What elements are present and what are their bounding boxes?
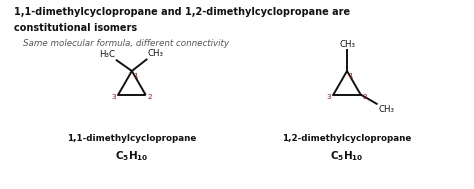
Text: 1,2-dimethylcyclopropane: 1,2-dimethylcyclopropane [283, 134, 411, 143]
Text: Same molecular formula, different connectivity: Same molecular formula, different connec… [23, 39, 229, 48]
Text: 1: 1 [348, 73, 353, 79]
Text: $\mathbf{C_5H_{10}}$: $\mathbf{C_5H_{10}}$ [330, 149, 364, 163]
Text: 1,1-dimethylcyclopropane: 1,1-dimethylcyclopropane [67, 134, 197, 143]
Text: 1,1-dimethylcyclopropane and 1,2-dimethylcyclopropane are: 1,1-dimethylcyclopropane and 1,2-dimethy… [14, 7, 350, 17]
Text: 2: 2 [363, 94, 367, 100]
Text: CH₃: CH₃ [339, 40, 355, 49]
Text: 1: 1 [133, 73, 138, 79]
Text: H₃C: H₃C [99, 50, 115, 59]
Text: constitutional isomers: constitutional isomers [14, 23, 137, 33]
Text: CH₃: CH₃ [148, 49, 164, 58]
Text: 3: 3 [327, 94, 331, 100]
Text: $\mathbf{C_5H_{10}}$: $\mathbf{C_5H_{10}}$ [115, 149, 149, 163]
Text: 3: 3 [112, 94, 116, 100]
Text: CH₃: CH₃ [378, 105, 394, 114]
Text: 2: 2 [147, 94, 152, 100]
